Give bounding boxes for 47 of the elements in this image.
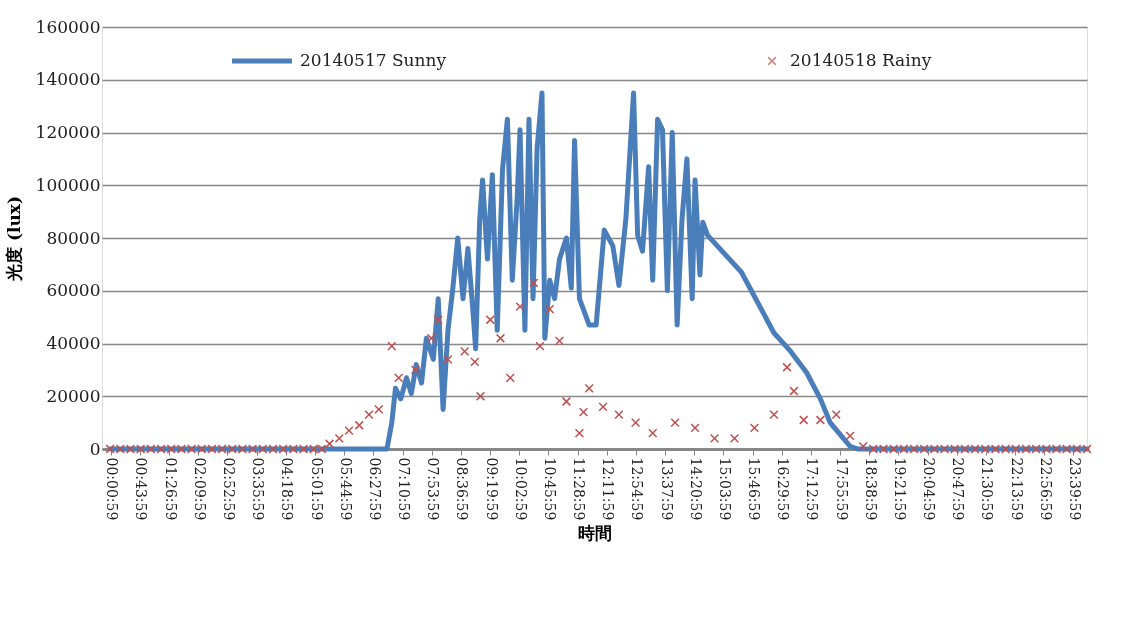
y-tick-label: 160000 [35,16,101,37]
x-tick-label: 16:29:59 [775,457,792,521]
x-tick-label: 09:19:59 [483,457,500,521]
x-tick-label: 10:02:59 [512,457,529,521]
y-tick-label: 100000 [35,174,101,195]
x-tick-label: 10:45:59 [541,457,558,521]
x-tick-label: 03:35:59 [250,457,267,521]
x-tick-label: 00:00:59 [104,457,121,521]
x-tick-label: 18:38:59 [862,457,879,521]
x-tick-label: 01:26:59 [162,457,179,521]
x-tick-label: 00:43:59 [133,457,150,521]
x-tick-label: 21:30:59 [979,457,996,521]
x-tick-label: 08:36:59 [454,457,471,521]
x-tick-label: 04:18:59 [279,457,296,521]
y-tick-label: 120000 [35,122,101,142]
y-tick-label: 60000 [46,280,101,301]
y-axis-title: 光度 (lux) [3,196,24,282]
x-axis-title: 時間 [578,523,612,544]
legend-label: 20140517 Sunny [300,50,447,70]
y-tick-label: 80000 [46,227,101,248]
x-tick-label: 20:47:59 [950,457,967,521]
y-tick-label: 140000 [35,69,101,90]
x-tick-label: 14:20:59 [687,457,704,521]
x-tick-label: 17:55:59 [833,457,850,521]
x-tick-label: 05:01:59 [308,457,325,521]
x-tick-label: 07:53:59 [425,457,442,521]
x-tick-label: 05:44:59 [337,457,354,521]
x-tick-label: 11:28:59 [571,457,588,521]
x-tick-label: 07:10:59 [396,457,413,521]
x-tick-label: 02:52:59 [220,457,237,521]
x-tick-label: 12:54:59 [629,457,646,521]
x-tick-label: 22:56:59 [1037,457,1054,521]
x-tick-label: 15:46:59 [746,457,763,521]
y-tick-label: 40000 [46,333,101,353]
y-tick-label: 20000 [46,385,101,406]
x-tick-label: 23:39:59 [1066,457,1083,521]
x-tick-label: 17:12:59 [804,457,821,521]
x-tick-label: 20:04:59 [921,457,938,521]
x-tick-label: 02:09:59 [191,457,208,521]
x-tick-label: 15:03:59 [716,457,733,521]
x-tick-label: 13:37:59 [658,457,675,521]
x-tick-label: 06:27:59 [366,457,383,521]
x-tick-label: 22:13:59 [1008,457,1025,521]
y-tick-label: 0 [89,438,101,459]
x-tick-label: 19:21:59 [891,457,908,521]
legend-label: 20140518 Rainy [790,50,932,70]
x-tick-label: 12:11:59 [600,457,617,521]
